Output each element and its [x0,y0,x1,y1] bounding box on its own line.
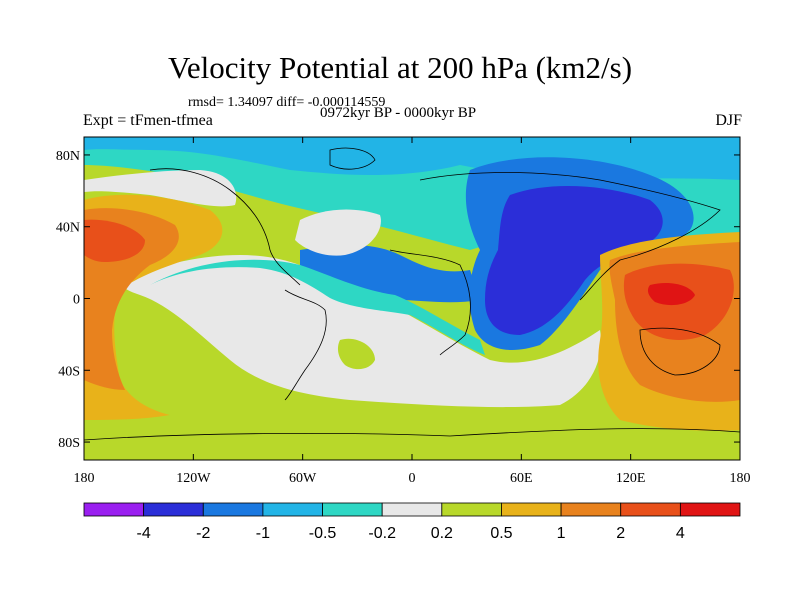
map-fields [84,137,740,460]
colorbar-swatch [560,502,622,517]
y-tick-label: 80S [58,436,80,451]
x-tick-label: 120W [176,471,211,486]
field-neutral-north-atlantic [295,209,381,256]
y-tick-label: 40N [56,221,80,236]
axes: 180 120W 60W 0 60E 120E 180 80N 40N 0 40S 80S [56,137,751,486]
colorbar-label: -2 [196,525,210,542]
coast-antarctica [84,428,740,441]
colorbar-swatch [441,502,502,517]
x-tick-label: 60W [289,471,317,486]
period-text: 0972kyr BP - 0000kyr BP [320,105,477,121]
field-arctic-neutral [84,170,237,207]
x-tick-label: 120E [616,471,646,486]
colorbar-label: 1 [557,525,566,542]
x-tick-label: 180 [730,471,751,486]
field-neutral-tongue [119,255,601,408]
colorbar-swatch [202,502,264,517]
coast-eurasia [419,172,721,301]
field-asia-min [485,185,663,335]
chart-title: Velocity Potential at 200 hPa (km2/s) [167,50,633,85]
coast-south-america [284,289,327,401]
colorbar-swatch [381,502,443,517]
season-label: DJF [715,112,742,129]
stats-text: rmsd= 1.34097 diff= -0.000114559 [188,95,386,110]
field-south-atlantic-spot [337,338,375,370]
colorbar-swatch [679,502,741,517]
experiment-label: Expt = tFmen-tfmea [83,112,213,129]
colorbar-swatch [83,502,145,517]
colorbar-label: 4 [676,525,685,542]
y-tick-label: 0 [73,293,80,308]
coast-africa [389,249,471,356]
field-cyan-inner [150,259,485,355]
coastlines [84,147,740,441]
colorbar-swatch [322,502,383,517]
colorbar-swatch [262,502,323,517]
field-east-max [647,283,695,306]
colorbar: -4 -2 -1 -0.5 -0.2 0.2 0.5 1 2 4 [83,502,741,542]
colorbar-swatch [620,502,681,517]
colorbar-label: -1 [256,525,270,542]
colorbar-label: -4 [137,525,151,542]
colorbar-swatch [143,502,204,517]
colorbar-label: -0.5 [309,525,337,542]
x-tick-label: 180 [74,471,95,486]
colorbar-label: 2 [616,525,625,542]
coast-australia [639,327,721,376]
field-pacific-strong [84,219,145,262]
x-tick-label: 60E [510,471,533,486]
y-tick-label: 80N [56,149,80,164]
colorbar-swatch [501,502,562,517]
x-tick-label: 0 [409,471,416,486]
y-tick-label: 40S [58,364,80,379]
colorbar-label: 0.2 [431,525,453,542]
coast-greenland [329,147,376,170]
colorbar-label: -0.2 [368,525,396,542]
colorbar-label: 0.5 [490,525,512,542]
coast-north-america [149,168,301,286]
